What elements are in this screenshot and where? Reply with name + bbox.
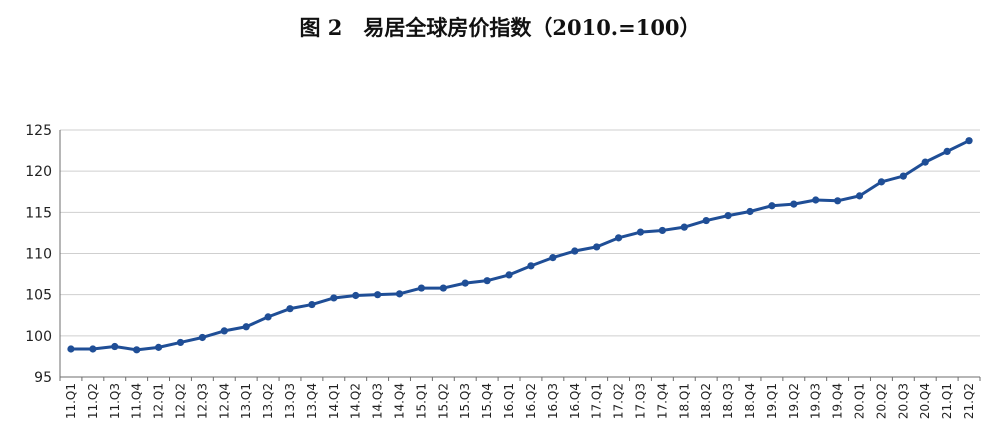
x-tick-label: 17.Q3	[633, 383, 647, 419]
x-tick-label: 20.Q3	[896, 383, 910, 419]
data-point	[746, 207, 754, 216]
data-point	[330, 294, 338, 302]
data-point	[943, 147, 951, 156]
x-tick-label: 19.Q4	[831, 383, 845, 419]
axes	[59, 130, 981, 381]
data-point	[154, 343, 163, 351]
data-point	[439, 284, 447, 292]
data-point	[790, 200, 798, 208]
x-tick-label: 20.Q2	[874, 383, 888, 419]
x-tick-label: 11.Q2	[86, 383, 100, 419]
data-point	[614, 234, 623, 242]
series	[67, 137, 973, 354]
x-tick-label: 11.Q3	[108, 383, 122, 419]
x-tick-label: 17.Q2	[612, 383, 626, 419]
data-point	[768, 202, 776, 210]
data-point	[395, 290, 404, 298]
data-point	[176, 338, 185, 347]
x-tick-label: 15.Q2	[436, 383, 450, 419]
x-tick-label: 14.Q1	[327, 383, 341, 419]
data-point	[812, 196, 820, 204]
x-tick-label: 16.Q2	[524, 383, 538, 419]
data-point	[286, 305, 294, 313]
x-tick-label: 12.Q3	[195, 383, 209, 419]
x-tick-label: 18.Q4	[743, 383, 757, 419]
x-tick-label: 12.Q1	[152, 383, 166, 419]
x-tick-label: 21.Q1	[940, 383, 954, 419]
data-point	[352, 291, 360, 300]
data-point	[374, 291, 382, 299]
x-tick-label: 18.Q1	[677, 383, 691, 419]
x-tick-label: 15.Q1	[414, 383, 428, 419]
data-point	[636, 228, 645, 236]
y-tick-label: 110	[25, 247, 52, 263]
data-point	[264, 313, 272, 321]
x-tick-label: 18.Q3	[721, 383, 735, 419]
x-tick-label: 15.Q3	[458, 383, 472, 419]
y-tick-labels: 95 100 105 110 115 120 125	[25, 123, 52, 386]
x-tick-label: 16.Q4	[568, 383, 582, 419]
data-point	[571, 247, 579, 255]
data-point	[89, 345, 97, 353]
data-point	[834, 197, 842, 205]
x-tick-label: 16.Q3	[546, 383, 560, 419]
x-tick-label: 13.Q2	[261, 383, 275, 419]
x-tick-label: 14.Q2	[349, 383, 363, 419]
data-point	[461, 279, 469, 287]
data-point	[505, 271, 513, 279]
x-tick-label: 13.Q3	[283, 383, 297, 419]
data-point	[220, 327, 228, 335]
x-tick-label: 12.Q4	[217, 383, 231, 419]
data-point	[593, 243, 601, 251]
x-tick-label: 14.Q3	[371, 383, 385, 419]
data-point	[308, 300, 316, 309]
data-point	[67, 345, 75, 353]
x-tick-label: 18.Q2	[699, 383, 713, 419]
y-tick-label: 125	[25, 123, 52, 139]
series-line	[69, 139, 971, 352]
data-point	[965, 137, 973, 145]
x-tick-label: 11.Q1	[64, 383, 78, 419]
x-tick-label: 21.Q2	[962, 383, 976, 419]
x-tick-label: 20.Q4	[918, 383, 932, 419]
data-point	[242, 323, 250, 331]
data-point	[483, 277, 491, 285]
x-tick-labels: 11.Q1 11.Q2 11.Q3 11.Q4 12.Q1 12.Q2 12.Q3 12.Q4…	[64, 383, 976, 419]
data-point	[198, 333, 206, 342]
y-tick-label: 100	[25, 329, 52, 345]
x-tick-label: 15.Q4	[480, 383, 494, 419]
x-tick-label: 20.Q1	[853, 383, 867, 419]
data-point	[111, 342, 119, 351]
gridlines	[60, 129, 980, 337]
x-tick-label: 11.Q4	[130, 383, 144, 419]
data-point	[133, 346, 141, 354]
data-point	[702, 216, 710, 225]
data-point	[680, 223, 688, 231]
data-point	[527, 262, 535, 270]
x-tick-label: 14.Q4	[393, 383, 407, 419]
data-point	[549, 254, 557, 262]
data-point	[417, 284, 426, 292]
x-tick-label: 16.Q1	[502, 383, 516, 419]
x-tick-label: 12.Q2	[173, 383, 187, 419]
data-point	[921, 158, 929, 166]
data-point	[855, 192, 864, 200]
y-tick-label: 115	[25, 205, 52, 221]
y-tick-label: 105	[25, 288, 52, 304]
x-tick-label: 19.Q1	[765, 383, 779, 419]
x-tick-label: 17.Q1	[590, 383, 604, 419]
data-point	[899, 172, 907, 180]
y-tick-label: 120	[25, 164, 52, 180]
x-tick-label: 19.Q3	[809, 383, 823, 419]
x-tick-label: 17.Q4	[655, 383, 669, 419]
x-tick-label: 13.Q1	[239, 383, 253, 419]
y-tick-label: 95	[34, 370, 52, 386]
data-point	[724, 212, 732, 220]
data-point	[877, 178, 886, 186]
x-tick-label: 13.Q4	[305, 383, 319, 419]
data-point	[658, 226, 666, 235]
chart-title: 图 2 易居全球房价指数（2010.=100）	[299, 15, 701, 40]
x-tick-label: 19.Q2	[787, 383, 801, 419]
